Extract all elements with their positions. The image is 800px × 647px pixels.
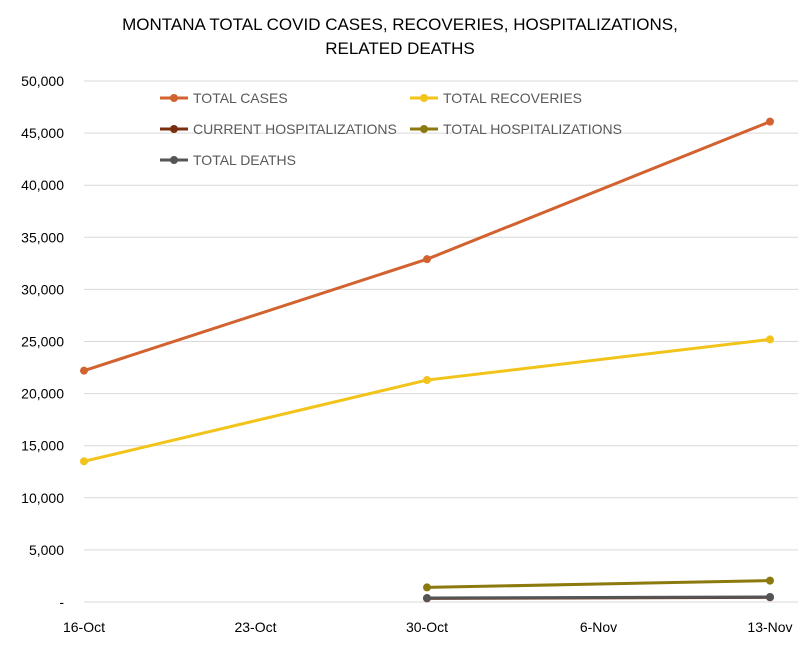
legend-swatch-marker: [420, 94, 428, 102]
y-tick-label: 40,000: [21, 177, 64, 193]
data-point: [80, 366, 88, 375]
x-tick-label: 23-Oct: [234, 619, 276, 635]
legend-item: TOTAL CASES: [160, 90, 288, 106]
data-point: [766, 576, 774, 585]
y-tick-label: 45,000: [21, 125, 64, 141]
legend-label: TOTAL HOSPITALIZATIONS: [443, 121, 622, 137]
legend-item: TOTAL HOSPITALIZATIONS: [410, 121, 622, 137]
x-tick-label: 16-Oct: [63, 619, 105, 635]
legend-label: CURRENT HOSPITALIZATIONS: [193, 121, 397, 137]
chart-title-line-1: MONTANA TOTAL COVID CASES, RECOVERIES, H…: [122, 15, 678, 34]
series-total-recoveries: [80, 335, 774, 466]
data-point: [423, 594, 431, 603]
legend-label: TOTAL CASES: [193, 90, 288, 106]
legend-swatch-marker: [170, 125, 178, 133]
legend-label: TOTAL DEATHS: [193, 152, 296, 168]
chart-title-line-2: RELATED DEATHS: [325, 39, 475, 58]
x-tick-label: 30-Oct: [406, 619, 448, 635]
series-total-cases: [80, 117, 774, 375]
data-point: [80, 457, 88, 466]
series-total-deaths: [423, 592, 774, 603]
x-tick-label: 6-Nov: [580, 619, 617, 635]
series-line: [83, 337, 771, 463]
data-point: [423, 255, 431, 264]
y-tick-label: 35,000: [21, 229, 64, 245]
data-point: [766, 592, 774, 601]
y-tick-label: 15,000: [21, 438, 64, 454]
series-lines: [80, 117, 774, 603]
y-tick-label: 10,000: [21, 490, 64, 506]
data-point: [423, 376, 431, 385]
gridlines: [84, 80, 798, 603]
legend-label: TOTAL RECOVERIES: [443, 90, 582, 106]
y-axis-tick-labels: - 5,000 10,000 15,000 20,000 25,000 30,000 35,0…: [21, 73, 64, 610]
y-tick-label: 5,000: [29, 542, 64, 558]
series-line: [426, 579, 771, 589]
x-axis-tick-labels: 16-Oct 23-Oct 30-Oct 6-Nov 13-Nov: [63, 619, 793, 635]
y-tick-label: 25,000: [21, 334, 64, 350]
y-tick-label: 30,000: [21, 281, 64, 297]
y-tick-label: 50,000: [21, 73, 64, 89]
data-point: [766, 117, 774, 126]
series-total-hospitalizations: [423, 576, 774, 592]
legend: TOTAL CASES TOTAL RECOVERIES CURRENT HOSPI…: [160, 90, 622, 168]
data-point: [423, 583, 431, 592]
y-tick-label: -: [59, 594, 64, 610]
legend-item: TOTAL RECOVERIES: [410, 90, 582, 106]
legend-swatch-marker: [170, 156, 178, 164]
data-point: [766, 335, 774, 344]
legend-swatch-marker: [420, 125, 428, 133]
legend-item: TOTAL DEATHS: [160, 152, 296, 168]
x-tick-label: 13-Nov: [747, 619, 792, 635]
y-tick-label: 20,000: [21, 386, 64, 402]
series-line: [426, 595, 771, 600]
legend-item: CURRENT HOSPITALIZATIONS: [160, 121, 397, 137]
legend-swatch-marker: [170, 94, 178, 102]
